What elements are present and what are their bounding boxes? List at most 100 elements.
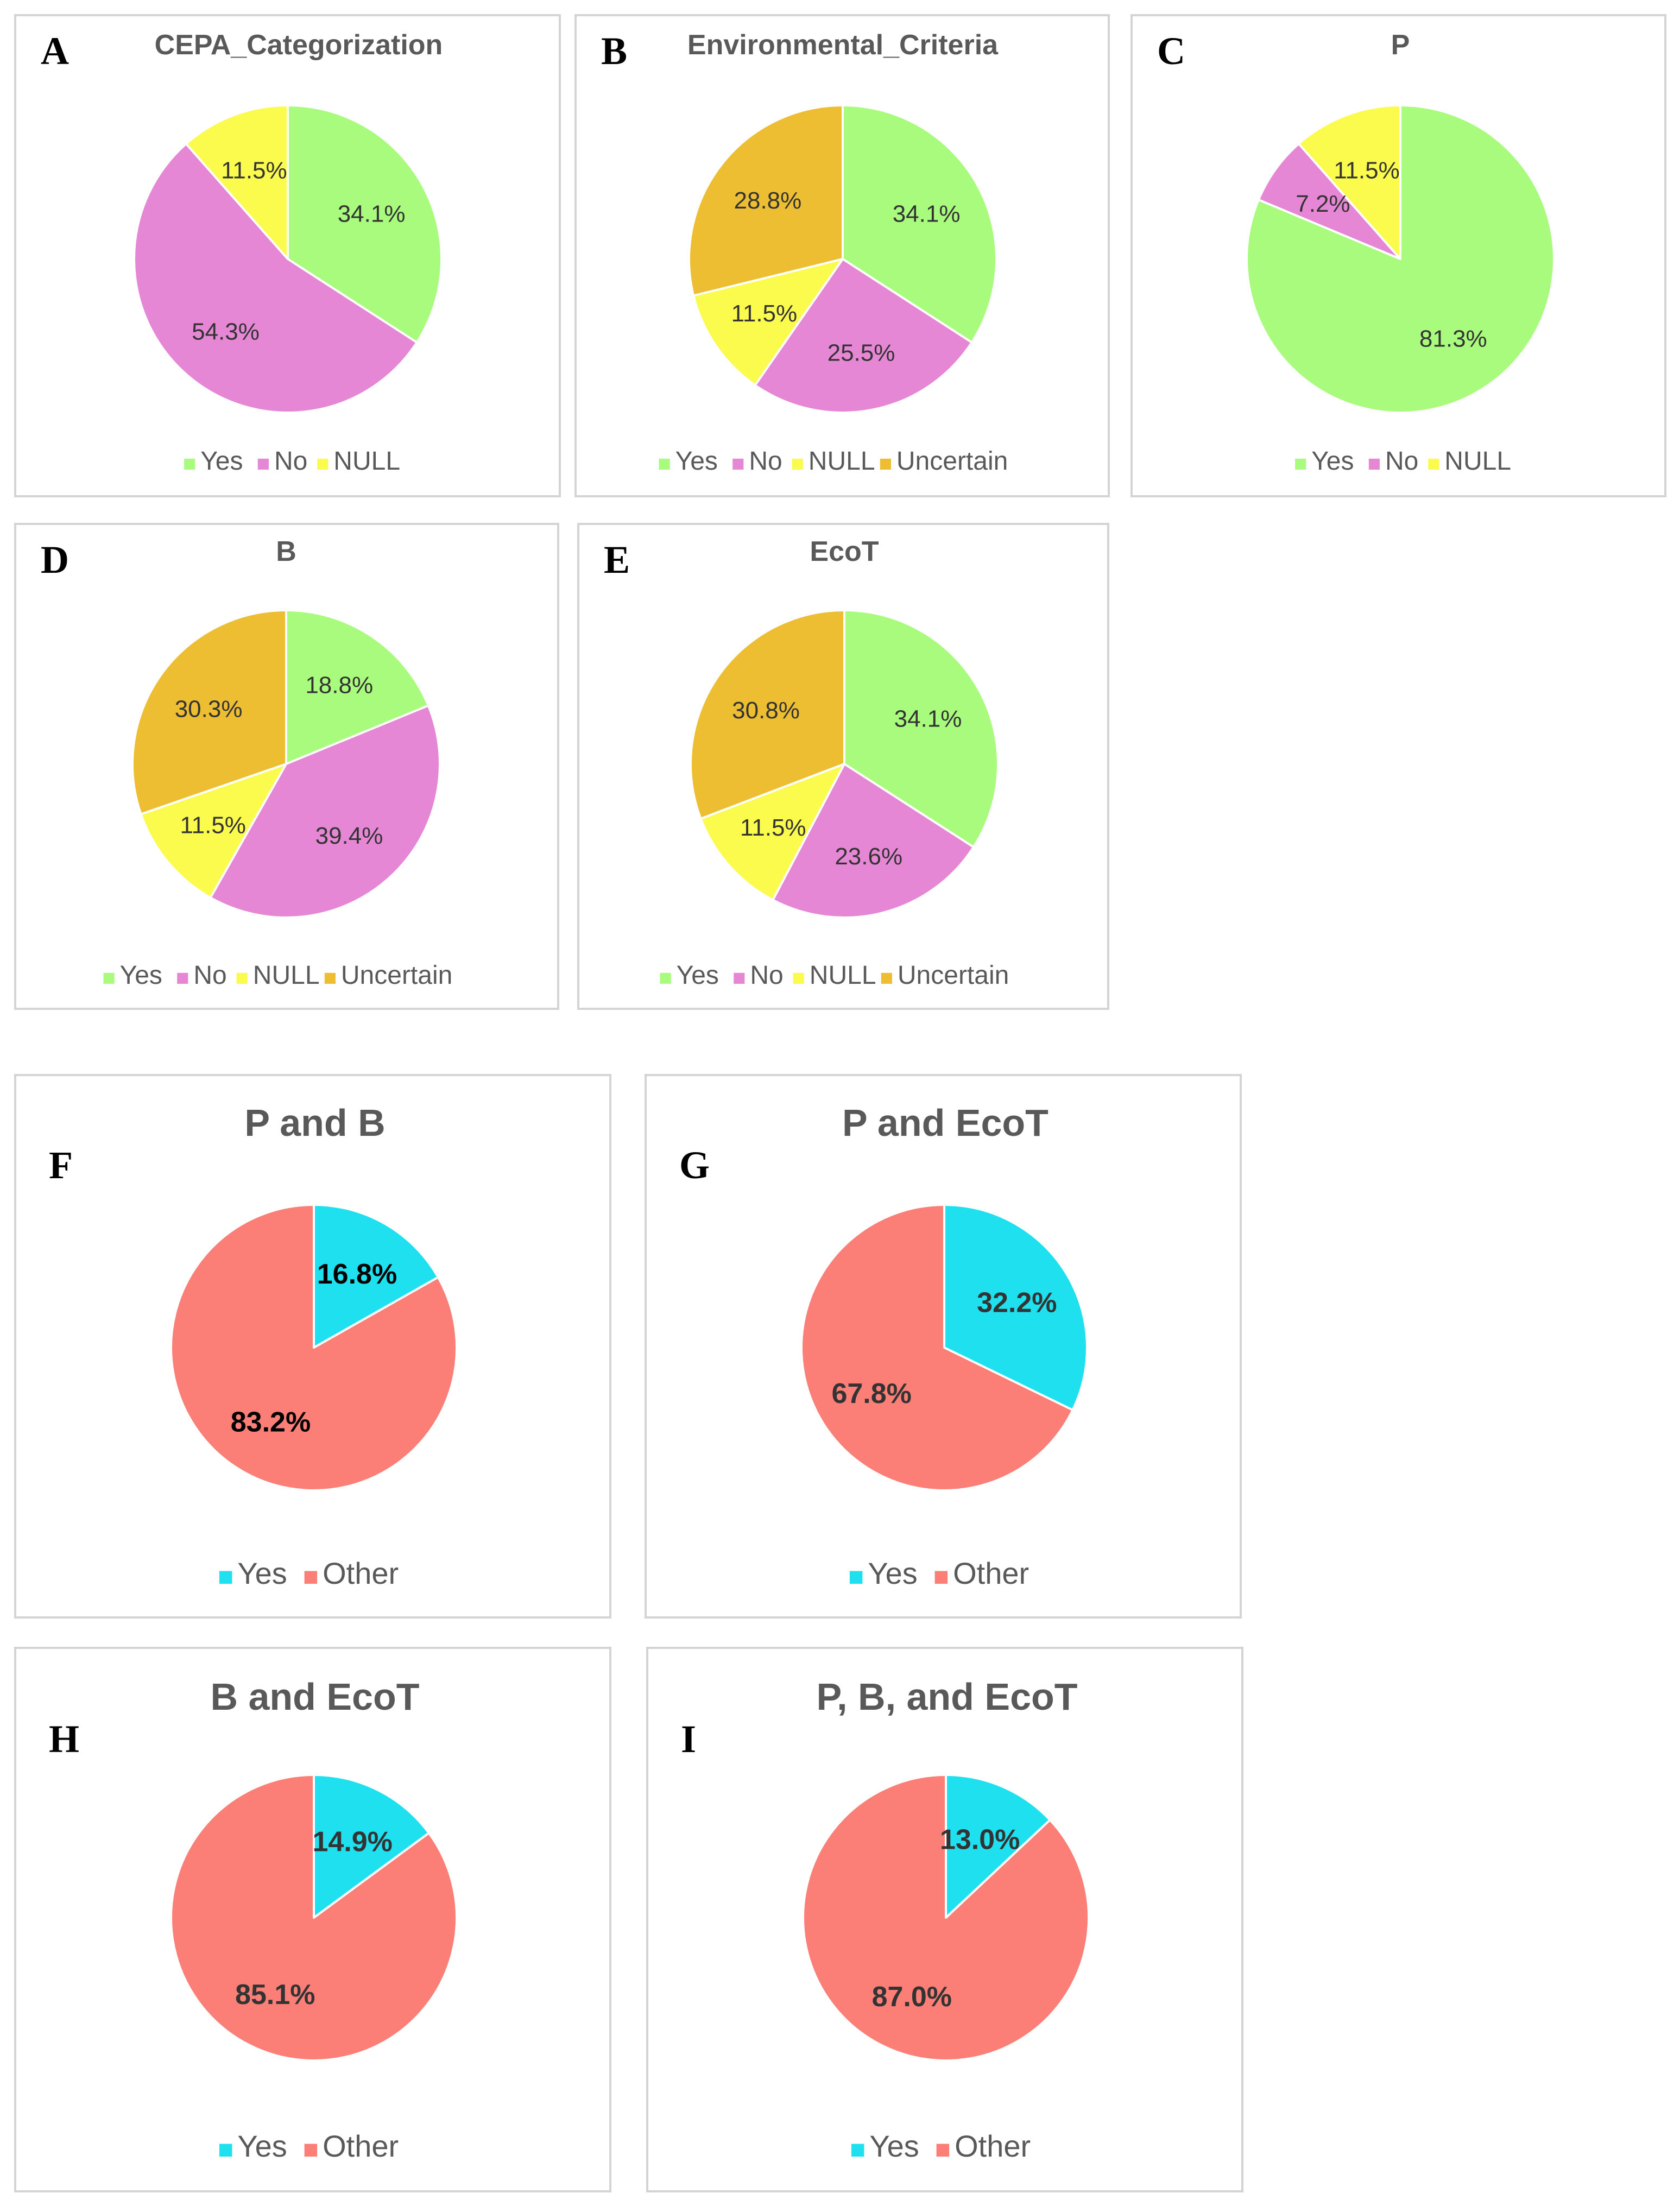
- legend-swatch-yes: [184, 458, 195, 470]
- legend-label-yes: Yes: [869, 2129, 919, 2163]
- legend-swatch-yes: [849, 1571, 863, 1584]
- legend-swatch-uncertain: [324, 972, 336, 984]
- chart-legend: Yes Other: [851, 2129, 1031, 2163]
- pie-slice-other: [170, 1774, 458, 2062]
- data-label-yes: 16.8%: [317, 1259, 397, 1290]
- legend-label-yes: Yes: [677, 961, 719, 990]
- chart-title: P and B: [244, 1102, 385, 1144]
- chart-panel-d: D B 18.8% 39.4% 11.5% 30.3% Yes No NULL Uncertain: [14, 523, 559, 1010]
- data-label-other: 87.0%: [872, 1981, 952, 2013]
- data-label-null: 11.5%: [740, 814, 806, 841]
- chart-legend: Yes Other: [219, 2129, 399, 2163]
- data-label-uncertain: 30.3%: [175, 696, 243, 723]
- legend-label-no: No: [749, 447, 782, 476]
- chart-legend: Yes No NULL Uncertain: [660, 961, 1009, 990]
- pie-chart-c: C P 81.3% 7.2% 11.5% Yes No NULL: [1157, 29, 1555, 476]
- data-label-null: 11.5%: [1334, 157, 1400, 184]
- legend-swatch-yes: [659, 458, 670, 470]
- pie-slice-no: [772, 763, 975, 919]
- legend-label-no: No: [750, 961, 783, 990]
- legend-swatch-no: [177, 972, 188, 984]
- data-label-no: 54.3%: [192, 318, 260, 345]
- legend-swatch-other: [934, 1571, 948, 1584]
- legend-label-null: NULL: [253, 961, 320, 990]
- legend-swatch-other: [304, 1571, 318, 1584]
- panel-letter: G: [679, 1143, 710, 1187]
- chart-legend: Yes No NULL Uncertain: [103, 961, 452, 990]
- legend-label-no: No: [274, 447, 307, 476]
- legend-swatch-no: [1368, 458, 1380, 470]
- legend-label-uncertain: Uncertain: [898, 961, 1009, 990]
- pie-slice-null: [140, 763, 287, 899]
- chart-panel-i: I P, B, and EcoT 13.0% 87.0% Yes Other: [646, 1647, 1243, 2192]
- data-label-no: 39.4%: [315, 823, 383, 849]
- chart-panel-e: E EcoT 34.1% 23.6% 11.5% 30.8% Yes No NULL Uncert…: [577, 523, 1109, 1010]
- legend-label-yes: Yes: [237, 2129, 287, 2163]
- data-label-no: 25.5%: [828, 340, 895, 366]
- data-label-null: 11.5%: [221, 157, 287, 184]
- chart-panel-f: F P and B 16.8% 83.2% Yes Other: [14, 1074, 611, 1619]
- legend-label-yes: Yes: [868, 1556, 917, 1590]
- pie-slice-other: [170, 1204, 458, 1491]
- legend-label-null: NULL: [810, 961, 876, 990]
- pie-slice-yes: [943, 1204, 1088, 1411]
- chart-panel-g: G P and EcoT 32.2% 67.8% Yes Other: [645, 1074, 1242, 1619]
- pie-slice-uncertain: [690, 609, 845, 820]
- legend-swatch-no: [257, 458, 269, 470]
- legend-swatch-yes: [851, 2144, 864, 2157]
- legend-label-other: Other: [323, 2129, 399, 2163]
- pie-slice-null: [185, 104, 289, 260]
- legend-label-other: Other: [323, 1556, 399, 1590]
- pie-slice-uncertain: [131, 609, 287, 816]
- legend-swatch-null: [792, 458, 803, 470]
- chart-title: EcoT: [810, 536, 879, 567]
- data-label-yes: 14.9%: [312, 1826, 392, 1857]
- chart-panel-b: B Environmental_Criteria 34.1% 25.5% 11.5% 28…: [574, 14, 1110, 497]
- data-label-yes: 13.0%: [940, 1824, 1020, 1855]
- pie-slice-yes: [313, 1204, 439, 1349]
- pie-slice-no: [209, 704, 441, 919]
- legend-label-yes: Yes: [675, 447, 718, 476]
- data-label-uncertain: 30.8%: [732, 697, 800, 724]
- data-label-yes: 34.1%: [893, 201, 961, 227]
- legend-swatch-uncertain: [881, 972, 892, 984]
- legend-swatch-null: [1428, 458, 1439, 470]
- legend-label-other: Other: [953, 1556, 1029, 1590]
- pie-chart-b: B Environmental_Criteria 34.1% 25.5% 11.5% 28…: [601, 29, 1008, 476]
- chart-title: P and EcoT: [842, 1102, 1049, 1144]
- legend-swatch-null: [793, 972, 804, 984]
- pie-slice-other: [800, 1204, 1074, 1491]
- legend-swatch-other: [304, 2144, 318, 2157]
- data-label-yes: 34.1%: [338, 201, 406, 227]
- legend-label-no: No: [193, 961, 226, 990]
- legend-label-null: NULL: [809, 447, 875, 476]
- legend-swatch-yes: [219, 2144, 232, 2157]
- data-label-other: 85.1%: [235, 1979, 315, 2011]
- data-label-uncertain: 28.8%: [734, 187, 802, 214]
- panel-letter: F: [49, 1143, 73, 1187]
- data-label-other: 83.2%: [231, 1407, 311, 1438]
- chart-title: CEPA_Categorization: [155, 29, 443, 61]
- pie-slice-no: [1257, 142, 1401, 260]
- panel-letter: A: [41, 29, 69, 73]
- panel-letter: D: [41, 538, 69, 581]
- data-label-yes: 18.8%: [305, 672, 373, 699]
- chart-title: P, B, and EcoT: [816, 1676, 1077, 1718]
- data-label-other: 67.8%: [831, 1378, 911, 1409]
- chart-panel-h: H B and EcoT 14.9% 85.1% Yes Other: [14, 1647, 611, 2192]
- data-label-yes: 32.2%: [977, 1287, 1057, 1319]
- legend-swatch-null: [317, 458, 329, 470]
- legend-swatch-yes: [1295, 458, 1306, 470]
- legend-swatch-null: [236, 972, 248, 984]
- pie-chart-e: E EcoT 34.1% 23.6% 11.5% 30.8% Yes No NULL Uncert…: [604, 536, 1009, 990]
- pie-chart-a: A CEPA_Categorization 34.1% 54.3% 11.5% Yes No…: [41, 29, 443, 476]
- data-label-no: 23.6%: [835, 843, 902, 870]
- legend-swatch-no: [734, 972, 745, 984]
- pie-chart-i: I P, B, and EcoT 13.0% 87.0% Yes Other: [681, 1676, 1090, 2163]
- chart-legend: Yes Other: [849, 1556, 1029, 1590]
- pie-slice-null: [1297, 104, 1401, 260]
- legend-swatch-other: [936, 2144, 950, 2157]
- panel-letter: C: [1157, 29, 1185, 73]
- panel-letter: B: [601, 29, 627, 73]
- pie-slice-other: [802, 1774, 1090, 2062]
